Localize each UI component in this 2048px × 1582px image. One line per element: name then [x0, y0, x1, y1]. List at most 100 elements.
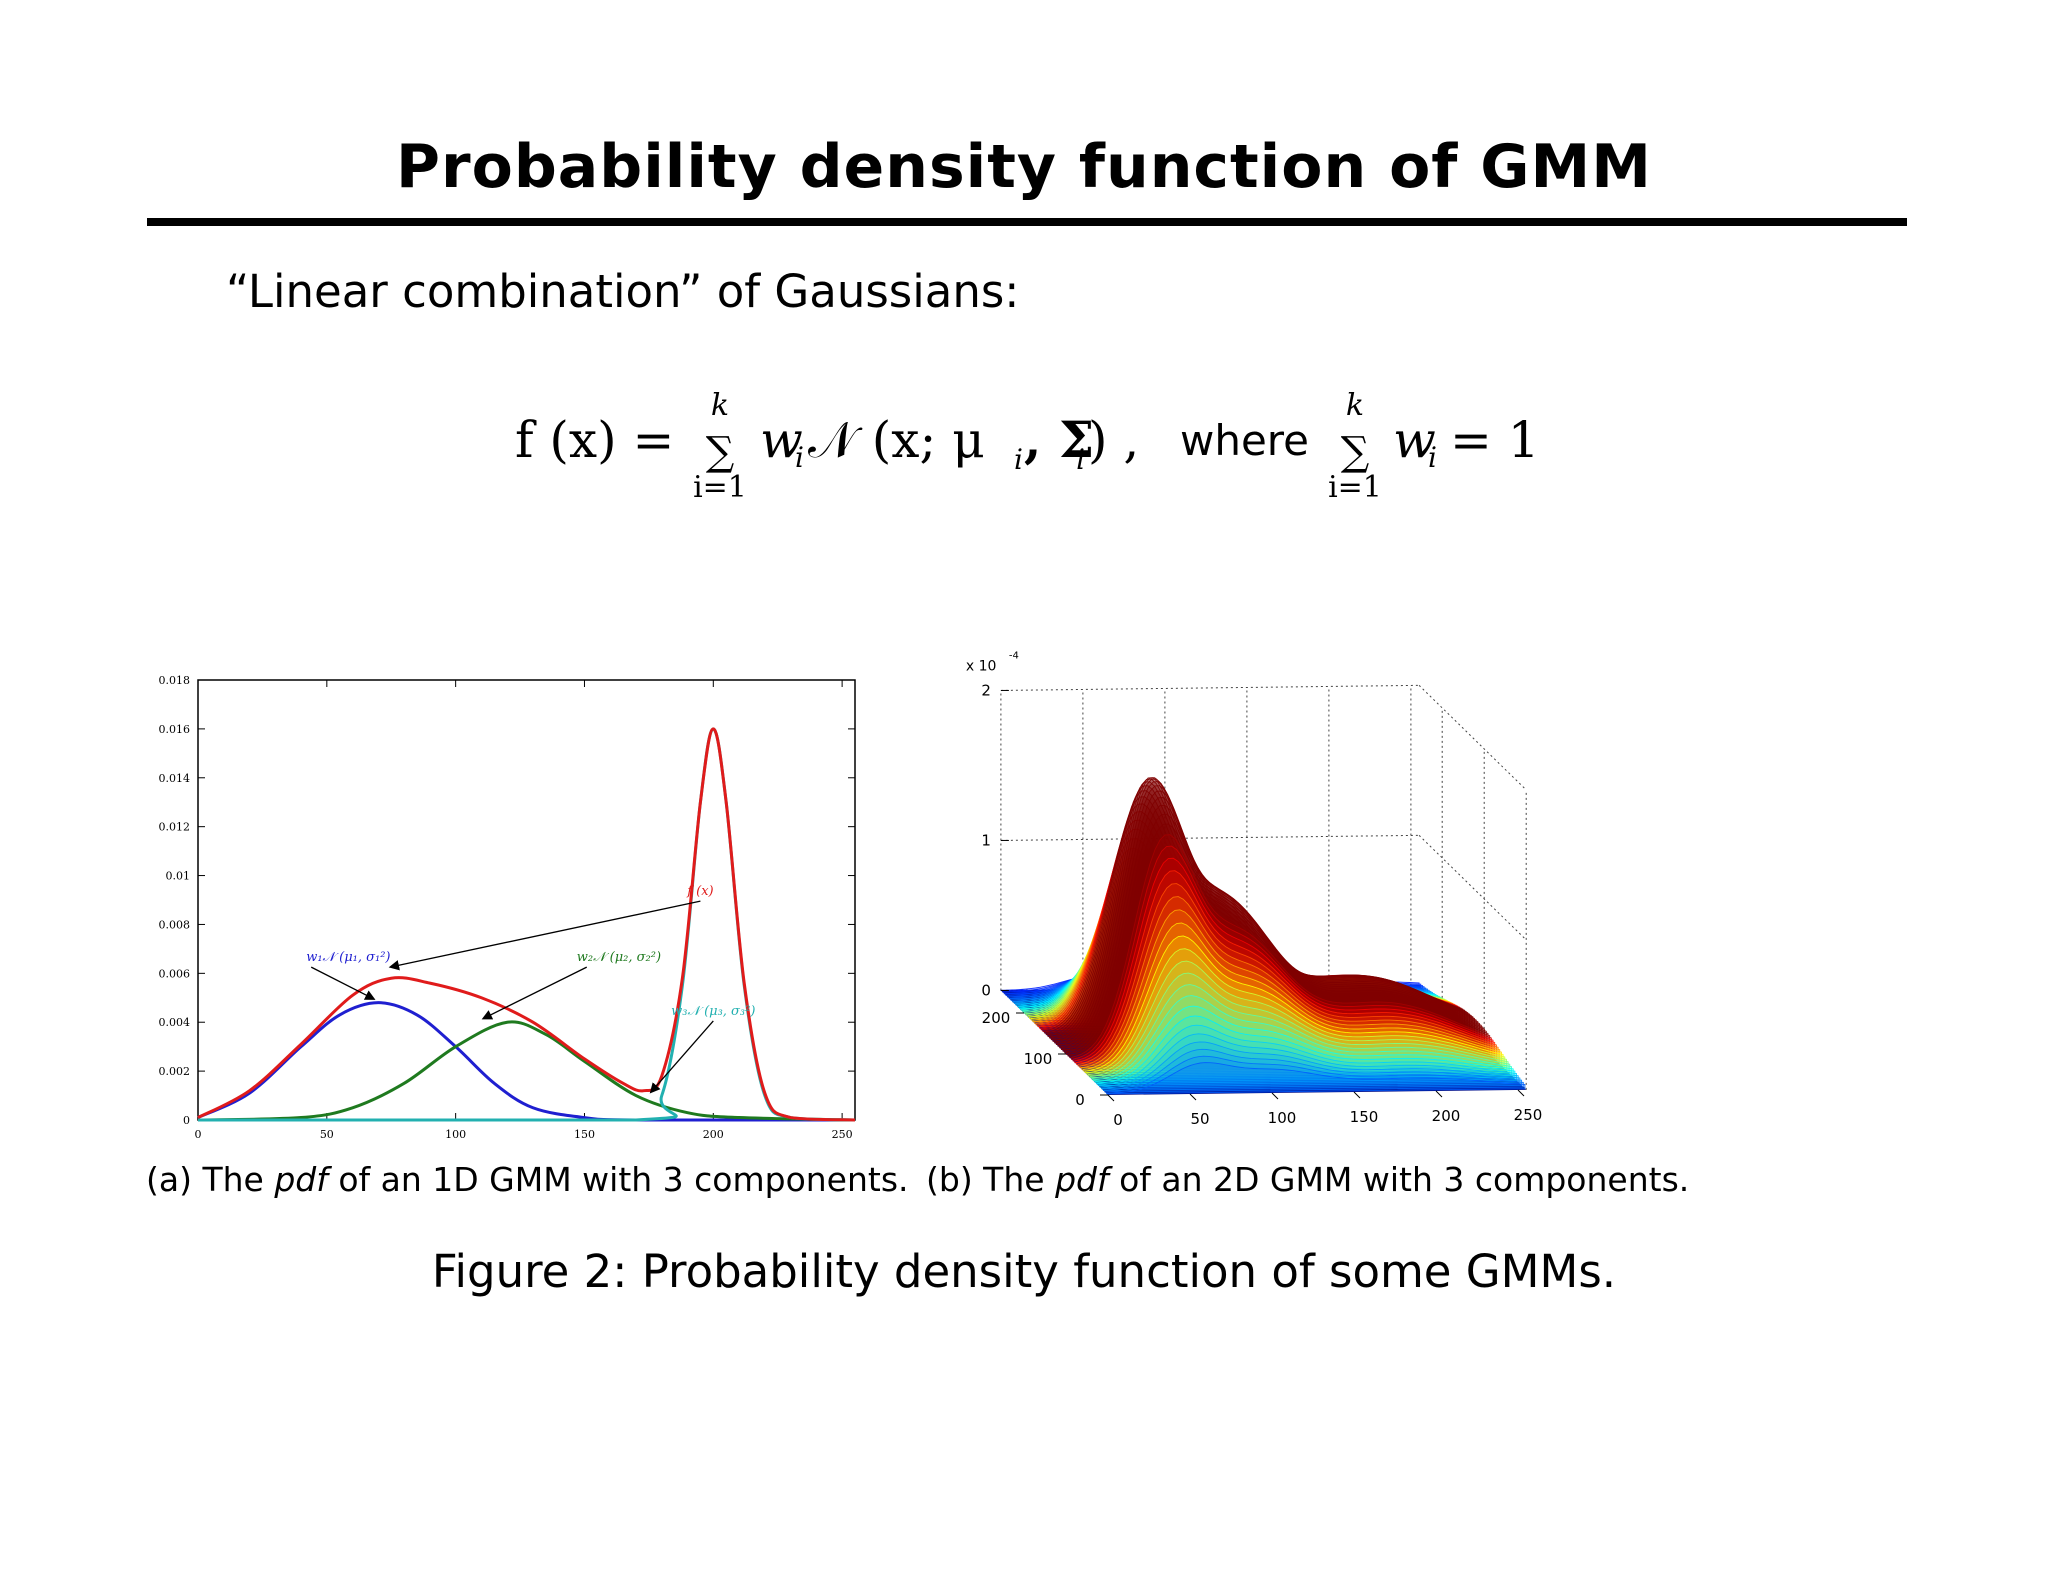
x-tick-label: 50: [1190, 1110, 1209, 1128]
annotation-arrow-c2: [481, 966, 588, 1020]
x-tick: [1435, 1090, 1443, 1098]
cap-b-prefix: (b) The: [926, 1160, 1056, 1199]
grid-line: [1000, 684, 1420, 691]
surface-slice: [1072, 845, 1492, 1062]
surface-slice: [1076, 870, 1496, 1065]
grid-line: [1418, 684, 1527, 791]
surface-slice: [1096, 1015, 1516, 1085]
x-tick: [1271, 1092, 1279, 1100]
surface-slice: [1091, 984, 1511, 1080]
y-tick-label: 0.012: [159, 821, 191, 834]
surface-slice: [1079, 896, 1499, 1068]
y-tick-label: 100: [1024, 1050, 1053, 1068]
cap-a-suffix: of an 1D GMM with 3 components.: [327, 1160, 909, 1199]
x-tick-label: 150: [574, 1128, 595, 1141]
sum-lower: i=1: [693, 470, 747, 505]
annotation-f: f (x): [686, 884, 713, 899]
sum2-upper: k: [1346, 388, 1364, 423]
x-tick: [1107, 1094, 1115, 1102]
surface-slice: [1099, 1033, 1519, 1088]
figure-caption: Figure 2: Probability density function o…: [431, 1245, 1617, 1298]
weight-w: w: [760, 411, 803, 469]
chart-1d-gmm: 0 0.002 0.004 0.006 0.008 0.01 0.012 0.014 0.016…: [159, 674, 856, 1141]
x-tick-label: 0: [1113, 1111, 1123, 1129]
x-tick: [1189, 1093, 1197, 1101]
z-scale-exponent: -4: [1009, 650, 1019, 661]
rhs-w: w: [1393, 411, 1436, 469]
x-tick-label: 200: [1432, 1107, 1461, 1125]
chart-b-axis-labels: 0 50 100 150 200 250 0 100 200 0 1 2 x 10 -4: [966, 650, 1542, 1129]
surface-slice: [1065, 804, 1486, 1055]
x-tick-label: 0: [195, 1128, 202, 1141]
rhs-sub: i: [1428, 441, 1437, 474]
normal-term: 𝒩 (x; μ: [808, 411, 985, 469]
x-tick-label: 100: [445, 1128, 466, 1141]
cap-b-italic: pdf: [1055, 1160, 1109, 1199]
y-tick-label: 0.002: [159, 1065, 191, 1078]
chart-a-series: [197, 727, 856, 1122]
weight-sub: i: [795, 441, 804, 474]
y-tick-label: 0: [183, 1114, 190, 1127]
formula-close: ) ,: [1088, 411, 1139, 469]
chart-b-surface: [1000, 777, 1527, 1095]
chart-2d-gmm-surface: 0 50 100 150 200 250 0 100 200 0 1 2 x 10 -4: [966, 650, 1542, 1129]
sum-symbol: ∑: [706, 429, 735, 475]
y-tick-label: 0.004: [159, 1016, 191, 1029]
x-tick: [1517, 1089, 1525, 1097]
grid-line: [1000, 834, 1420, 841]
chart-a-annotations: f (x) w₁𝒩 (μ₁, σ₁²) w₂𝒩 (μ₂, σ₂²) w₃𝒩 (μ₃, …: [306, 884, 755, 1094]
formula-lhs: f (x) =: [515, 411, 674, 469]
series-line-f: [197, 727, 856, 1122]
z-tick-label: 2: [981, 681, 991, 699]
y-tick-label: 0: [1075, 1091, 1085, 1109]
annotation-arrow-c3: [649, 1020, 714, 1094]
annotation-c3: w₃𝒩 (μ₃, σ₃²): [671, 1004, 755, 1019]
surface-slice: [1106, 1062, 1526, 1095]
y-tick-label: 0.014: [159, 772, 191, 785]
title-rule: [147, 218, 1907, 226]
y-tick-label: 0.008: [159, 918, 191, 931]
y-tick-label: 200: [982, 1009, 1011, 1027]
surface-slice: [1101, 1041, 1521, 1090]
surface-slice: [1082, 922, 1502, 1072]
grid-line: [1418, 834, 1527, 941]
cap-a-italic: pdf: [274, 1160, 328, 1199]
y-tick-label: 0.016: [159, 723, 191, 736]
rhs-eq: = 1: [1450, 411, 1540, 469]
surface-slice: [1092, 995, 1512, 1082]
sum2-symbol: ∑: [1341, 429, 1370, 475]
y-tick-label: 0.018: [159, 674, 191, 687]
sum2-lower: i=1: [1328, 470, 1382, 505]
subcaption-a: (a) The pdf of an 1D GMM with 3 componen…: [146, 1160, 909, 1199]
y-tick-label: 0.006: [159, 967, 191, 980]
annotation-c2: w₂𝒩 (μ₂, σ₂²): [577, 950, 661, 965]
surface-slice: [1069, 823, 1489, 1059]
surface-slice: [1081, 909, 1501, 1070]
x-tick-label: 250: [1514, 1106, 1543, 1124]
subcaption-b: (b) The pdf of an 2D GMM with 3 componen…: [926, 1160, 1689, 1199]
surface-slice: [1086, 948, 1506, 1075]
z-tick-label: 0: [981, 981, 991, 999]
cap-a-prefix: (a) The: [146, 1160, 275, 1199]
x-tick-label: 200: [703, 1128, 724, 1141]
surface-slice: [1064, 797, 1484, 1054]
x-tick: [1353, 1091, 1361, 1099]
surface-slice: [1062, 790, 1482, 1052]
z-scale-label: x 10: [966, 658, 997, 674]
mu-sub: i: [1014, 443, 1023, 476]
cap-b-suffix: of an 2D GMM with 3 components.: [1108, 1160, 1690, 1199]
y-tick-label: 0.01: [166, 870, 191, 883]
annotation-c1: w₁𝒩 (μ₁, σ₁²): [306, 950, 390, 965]
sigma-sub: i: [1076, 443, 1085, 476]
gmm-formula: f (x) = ∑ k i=1 w i 𝒩 (x; μ i , Σ i ) , …: [515, 388, 1540, 505]
surface-slice: [1084, 935, 1504, 1073]
annotation-arrow-f: [388, 900, 701, 971]
slide-title: Probability density function of GMM: [396, 132, 1652, 202]
sum-upper: k: [711, 388, 729, 423]
where-text: where: [1180, 416, 1309, 465]
chart-a-axes: 0 0.002 0.004 0.006 0.008 0.01 0.012 0.014 0.016…: [159, 674, 856, 1141]
sigma-term: , Σ: [1024, 410, 1094, 469]
annotation-arrow-c1: [310, 966, 376, 1000]
intro-text: “Linear combination” of Gaussians:: [226, 265, 1020, 318]
x-tick-label: 250: [832, 1128, 853, 1141]
